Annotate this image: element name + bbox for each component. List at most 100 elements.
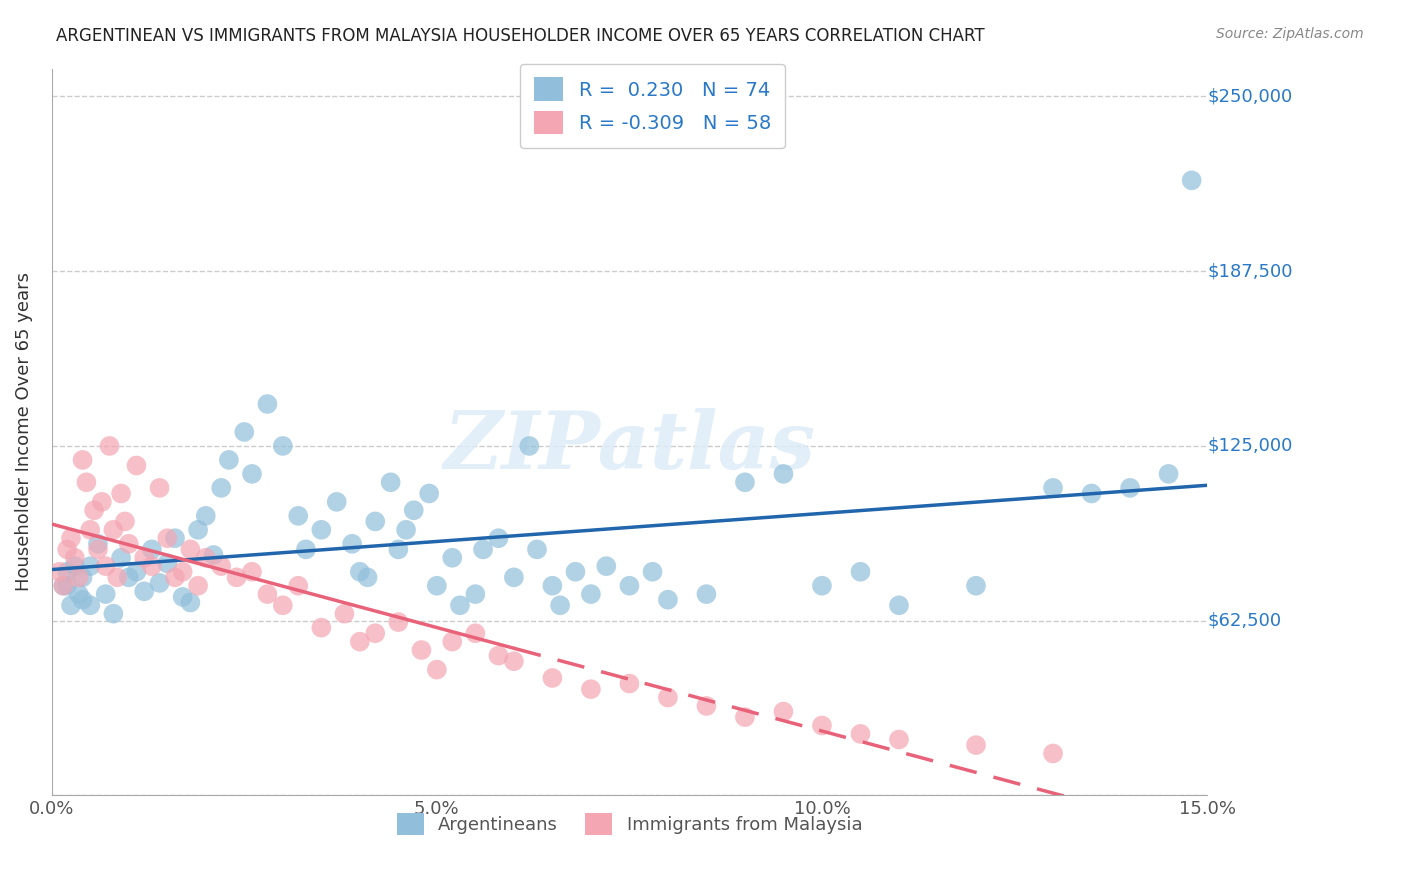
Point [1042,747,1064,761]
Point [134,550,156,565]
Point [110,550,132,565]
Point [619,579,641,593]
Point [387,615,409,629]
Point [464,626,486,640]
Point [517,439,540,453]
Point [103,607,125,621]
Point [380,475,402,490]
Point [441,550,464,565]
Point [156,557,179,571]
Point [202,548,225,562]
Point [240,467,263,481]
Point [225,570,247,584]
Point [1080,486,1102,500]
Point [256,397,278,411]
Text: $62,500: $62,500 [1208,612,1281,630]
Point [364,515,387,529]
Point [218,453,240,467]
Point [349,565,371,579]
Point [209,559,232,574]
Point [87,537,110,551]
Point [311,621,333,635]
Point [125,565,148,579]
Point [887,732,910,747]
Point [502,654,524,668]
Point [179,595,201,609]
Point [1181,173,1204,187]
Point [63,550,86,565]
Point [595,559,617,574]
Point [52,579,75,593]
Point [63,559,86,574]
Point [240,565,263,579]
Text: ZIPatlas: ZIPatlas [443,408,815,485]
Point [67,587,90,601]
Point [98,439,121,453]
Point [156,531,179,545]
Point [811,579,834,593]
Point [287,579,309,593]
Point [387,542,409,557]
Point [579,682,602,697]
Point [125,458,148,473]
Point [641,565,664,579]
Point [141,559,163,574]
Point [118,570,141,584]
Point [772,705,794,719]
Point [1119,481,1142,495]
Point [772,467,794,481]
Point [548,599,571,613]
Point [364,626,387,640]
Point [734,710,756,724]
Point [426,663,449,677]
Point [172,590,194,604]
Point [72,453,94,467]
Point [502,570,524,584]
Point [965,738,987,752]
Point [333,607,356,621]
Point [695,587,717,601]
Point [60,599,83,613]
Point [60,531,83,545]
Point [56,542,79,557]
Point [148,576,170,591]
Point [72,570,94,584]
Point [411,643,433,657]
Point [79,559,101,574]
Point [172,565,194,579]
Point [402,503,425,517]
Point [256,587,278,601]
Point [734,475,756,490]
Y-axis label: Householder Income Over 65 years: Householder Income Over 65 years [15,272,32,591]
Text: $125,000: $125,000 [1208,437,1292,455]
Point [849,565,872,579]
Point [163,570,186,584]
Point [83,503,105,517]
Point [349,634,371,648]
Point [94,559,117,574]
Point [579,587,602,601]
Point [418,486,440,500]
Point [426,579,449,593]
Point [209,481,232,495]
Point [187,523,209,537]
Text: $187,500: $187,500 [1208,262,1292,280]
Point [72,592,94,607]
Point [179,542,201,557]
Point [48,565,70,579]
Point [114,515,136,529]
Point [526,542,548,557]
Legend: Argentineans, Immigrants from Malaysia: Argentineans, Immigrants from Malaysia [388,805,872,845]
Point [488,531,510,545]
Point [90,495,112,509]
Point [395,523,418,537]
Point [356,570,378,584]
Text: $250,000: $250,000 [1208,87,1292,105]
Point [103,523,125,537]
Point [271,439,294,453]
Point [849,727,872,741]
Point [311,523,333,537]
Point [1042,481,1064,495]
Point [105,570,128,584]
Point [94,587,117,601]
